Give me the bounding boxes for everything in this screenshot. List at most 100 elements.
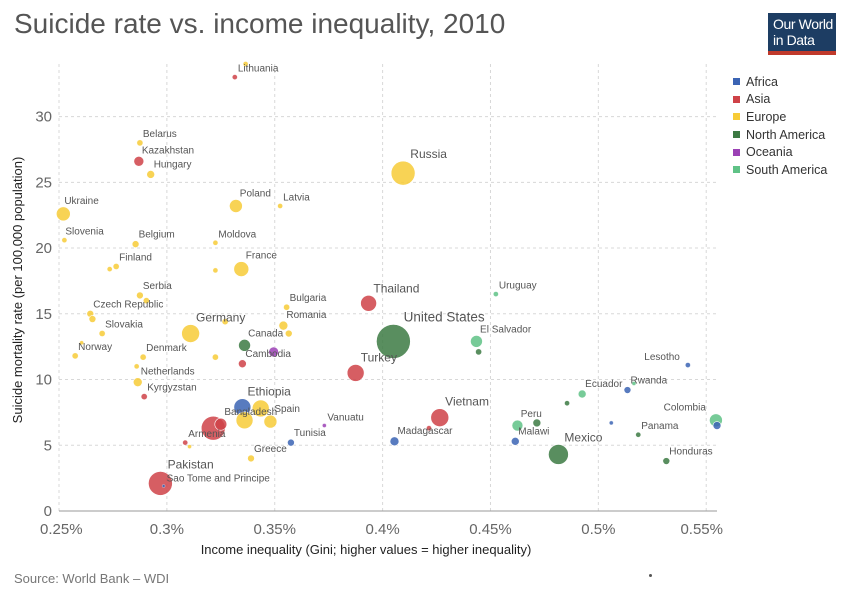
legend-item[interactable]: South America [733, 161, 827, 179]
data-point[interactable] [609, 420, 614, 426]
data-point[interactable] [263, 414, 278, 429]
data-point[interactable] [214, 417, 228, 431]
point-label: Slovakia [105, 320, 143, 331]
data-point[interactable] [510, 437, 520, 446]
data-point[interactable] [623, 386, 632, 394]
legend-label: Africa [746, 74, 778, 89]
data-point[interactable] [131, 240, 140, 248]
point-label: Kyrgyzstan [147, 383, 196, 394]
data-point[interactable] [107, 266, 113, 272]
data-point[interactable] [284, 329, 293, 338]
data-point[interactable] [133, 155, 145, 167]
point-label: Mexico [564, 430, 602, 444]
data-point[interactable] [268, 346, 279, 358]
y-tick-label: 10 [35, 372, 52, 389]
data-point[interactable] [631, 381, 637, 386]
data-point[interactable] [221, 318, 229, 325]
y-tick-label: 5 [44, 437, 52, 454]
point-label: Romania [286, 310, 326, 321]
data-point[interactable] [232, 74, 238, 80]
data-point[interactable] [511, 419, 524, 432]
data-point[interactable] [139, 354, 147, 361]
data-point[interactable] [212, 240, 219, 246]
point-label: Canada [248, 328, 283, 339]
point-label: Vanuatu [327, 413, 364, 424]
point-label: Hungary [154, 159, 192, 170]
legend-item[interactable]: Oceania [733, 143, 827, 161]
point-label: Lesotho [644, 352, 680, 363]
data-point[interactable] [113, 263, 120, 270]
data-point[interactable] [212, 354, 219, 361]
data-point[interactable] [360, 294, 377, 312]
data-point[interactable] [277, 203, 283, 209]
data-point[interactable] [685, 362, 691, 368]
x-tick-label: 0.55% [680, 521, 723, 538]
data-point[interactable] [322, 423, 327, 428]
data-point[interactable] [88, 315, 97, 323]
data-point[interactable] [235, 411, 254, 430]
data-point[interactable] [346, 364, 365, 382]
data-point[interactable] [278, 320, 289, 331]
data-point[interactable] [161, 484, 166, 488]
data-point[interactable] [475, 348, 482, 356]
data-point[interactable] [141, 393, 148, 400]
data-point[interactable] [376, 324, 411, 359]
y-tick-label: 25 [35, 174, 52, 191]
data-point[interactable] [247, 454, 255, 463]
data-point[interactable] [136, 291, 144, 300]
owid-logo[interactable]: Our World in Data [768, 13, 836, 55]
data-point[interactable] [132, 377, 143, 387]
data-point[interactable] [146, 170, 155, 179]
point-label: Denmark [146, 343, 188, 354]
data-point[interactable] [136, 139, 144, 147]
data-point[interactable] [430, 408, 450, 427]
data-point[interactable] [238, 339, 251, 352]
y-axis-ticks: 0 5 10 15 20 25 30 [35, 109, 52, 520]
data-point[interactable] [229, 199, 243, 213]
data-point[interactable] [182, 439, 188, 446]
data-point[interactable] [287, 438, 295, 447]
data-point[interactable] [79, 340, 84, 345]
data-point[interactable] [233, 261, 250, 277]
data-point[interactable] [493, 291, 499, 297]
data-point[interactable] [181, 324, 200, 343]
data-point[interactable] [390, 160, 416, 186]
point-label: Uruguay [499, 281, 537, 292]
data-point[interactable] [662, 457, 671, 465]
legend-item[interactable]: Africa [733, 73, 827, 91]
legend-label: South America [746, 162, 828, 177]
data-point[interactable] [426, 425, 432, 431]
legend-item[interactable]: Europe [733, 108, 827, 126]
legend-item[interactable]: North America [733, 126, 827, 144]
data-point[interactable] [635, 432, 641, 438]
point-label: Peru [521, 409, 542, 420]
point-label: Norway [78, 342, 112, 353]
data-point[interactable] [242, 61, 249, 67]
data-point[interactable] [187, 444, 192, 449]
legend-item[interactable]: Asia [733, 91, 827, 109]
data-point[interactable] [283, 304, 290, 311]
data-point[interactable] [72, 352, 79, 360]
data-point[interactable] [98, 330, 106, 337]
data-point[interactable] [712, 421, 722, 430]
data-point[interactable] [143, 297, 150, 304]
data-points [56, 61, 723, 496]
data-point[interactable] [238, 359, 247, 369]
data-point[interactable] [548, 444, 569, 465]
point-label: Malawi [518, 426, 549, 437]
legend-swatch [733, 131, 740, 139]
data-point[interactable] [212, 267, 219, 274]
data-point[interactable] [56, 206, 71, 222]
data-point[interactable] [564, 400, 570, 406]
data-point[interactable] [389, 436, 400, 447]
data-point[interactable] [532, 418, 542, 428]
data-point[interactable] [470, 335, 483, 348]
point-label: Kazakhstan [142, 145, 194, 156]
data-point[interactable] [251, 399, 270, 418]
point-label: Colombia [664, 402, 707, 413]
data-point[interactable] [148, 471, 173, 496]
data-point[interactable] [577, 389, 587, 399]
data-point[interactable] [134, 363, 140, 370]
data-point[interactable] [61, 237, 68, 243]
